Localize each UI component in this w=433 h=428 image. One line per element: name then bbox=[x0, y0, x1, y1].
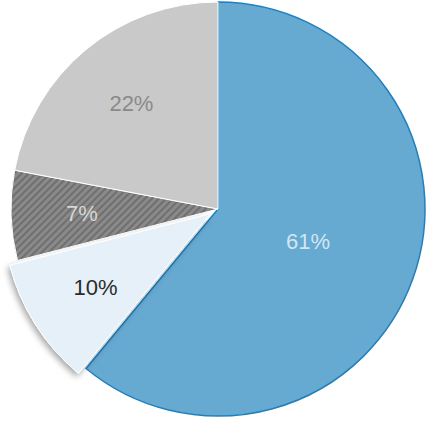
svg-text:61%: 61% bbox=[286, 229, 330, 254]
svg-text:7%: 7% bbox=[66, 201, 98, 226]
svg-text:10%: 10% bbox=[74, 275, 118, 300]
svg-text:22%: 22% bbox=[109, 91, 153, 116]
